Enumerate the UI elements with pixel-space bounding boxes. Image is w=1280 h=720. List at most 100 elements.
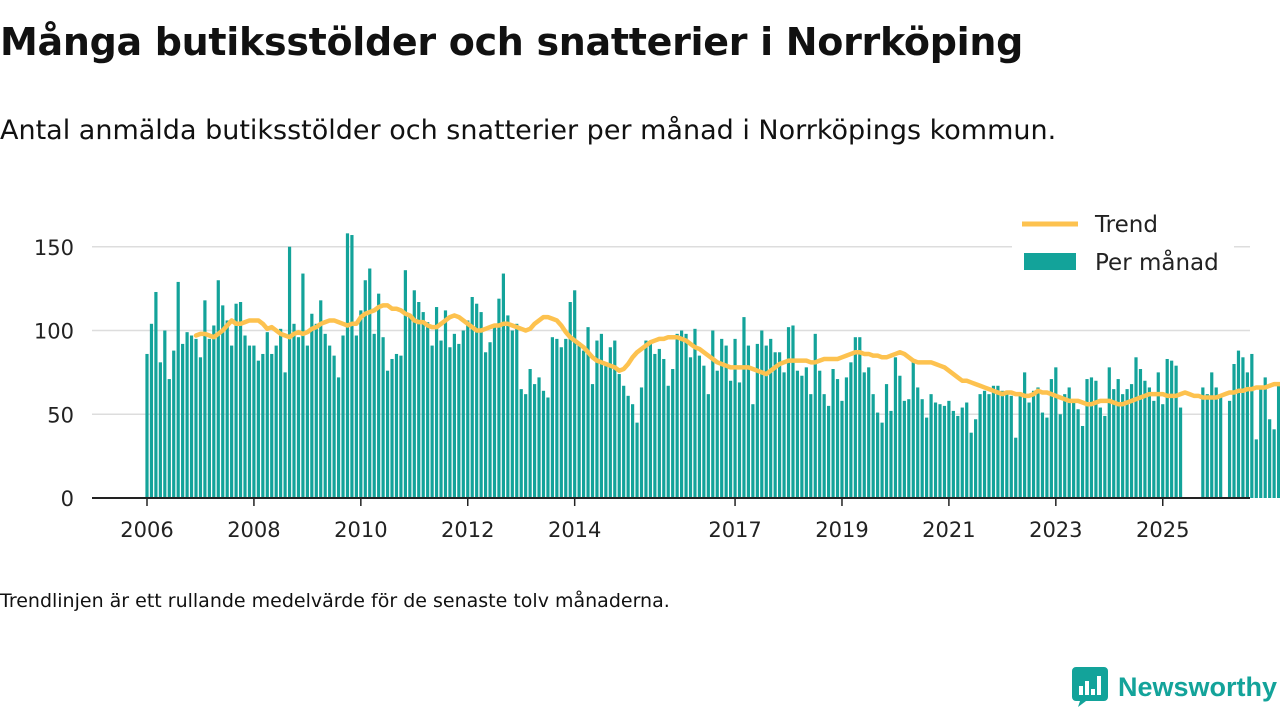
chart-title: Många butiksstölder och snatterier i Nor… xyxy=(0,20,1023,64)
y-tick-label: 100 xyxy=(34,320,74,344)
bar xyxy=(381,337,385,498)
bar xyxy=(194,338,198,499)
bar xyxy=(1276,385,1280,498)
bar xyxy=(840,400,844,498)
bar xyxy=(1165,358,1169,498)
y-tick-label: 50 xyxy=(47,403,74,427)
bar xyxy=(1138,369,1143,498)
bar xyxy=(729,380,733,498)
bar xyxy=(510,330,514,498)
bar xyxy=(163,330,167,498)
bar xyxy=(292,323,296,498)
bar xyxy=(1000,390,1004,498)
bar xyxy=(1054,367,1058,498)
bar xyxy=(238,302,243,498)
bar xyxy=(341,335,345,498)
bar xyxy=(524,394,528,498)
chart-subtitle: Antal anmälda butiksstölder och snatteri… xyxy=(0,115,1057,146)
bar xyxy=(1263,377,1267,498)
bar xyxy=(1085,379,1089,498)
bar xyxy=(648,343,653,498)
bar xyxy=(769,338,773,499)
bar xyxy=(1236,350,1241,498)
bar xyxy=(893,357,898,498)
bar xyxy=(470,297,474,498)
bar xyxy=(693,328,697,498)
bar xyxy=(314,323,318,498)
bar xyxy=(1089,377,1094,498)
bar xyxy=(372,333,376,498)
bar xyxy=(666,385,670,498)
bar xyxy=(1268,419,1272,498)
bar xyxy=(501,273,505,498)
bar xyxy=(680,330,684,498)
bar xyxy=(746,345,751,498)
bar xyxy=(889,410,893,498)
bar xyxy=(328,345,332,498)
legend: Trend Per månad xyxy=(1012,205,1234,285)
bar xyxy=(1112,389,1116,499)
bar xyxy=(488,342,492,498)
bar xyxy=(1219,395,1223,498)
bar xyxy=(751,404,755,498)
bar xyxy=(675,333,679,498)
bar xyxy=(1031,390,1036,498)
bar xyxy=(577,342,581,498)
bar xyxy=(778,352,782,498)
bar xyxy=(443,310,448,498)
bar xyxy=(657,348,661,498)
bar xyxy=(145,353,149,498)
bar xyxy=(1036,387,1040,498)
bar xyxy=(925,417,929,498)
x-tick-label: 2021 xyxy=(922,518,975,542)
bar xyxy=(835,379,840,498)
bar xyxy=(724,345,728,498)
bar xyxy=(332,355,336,499)
bar xyxy=(809,394,813,498)
bar xyxy=(323,333,327,498)
y-axis: 0 50 100 150 xyxy=(34,236,74,511)
bar xyxy=(653,353,657,498)
bar xyxy=(951,410,955,498)
bar xyxy=(519,389,523,499)
bar xyxy=(795,370,800,498)
bar xyxy=(974,419,978,498)
bar xyxy=(720,338,724,499)
bar xyxy=(827,405,831,499)
bar xyxy=(1107,367,1111,498)
y-tick-label: 0 xyxy=(61,487,74,511)
bar xyxy=(715,370,719,498)
bar xyxy=(149,323,154,498)
x-tick-label: 2014 xyxy=(548,518,601,542)
bar xyxy=(1023,372,1027,499)
x-axis: 2006 2008 2010 2012 2014 2017 2019 2021 2023 2025 xyxy=(92,497,1250,542)
bar xyxy=(804,367,808,498)
bar xyxy=(1094,380,1098,498)
bar xyxy=(363,280,367,498)
bar xyxy=(631,404,635,498)
bar xyxy=(933,402,938,498)
bar xyxy=(1103,415,1107,498)
bar xyxy=(537,377,541,498)
bar xyxy=(279,328,283,498)
bar xyxy=(546,397,550,498)
bar xyxy=(595,340,599,498)
bar xyxy=(1134,357,1138,498)
bar xyxy=(528,369,532,498)
bar xyxy=(960,407,964,498)
bar xyxy=(1045,417,1049,498)
bar xyxy=(1009,395,1013,498)
bar xyxy=(1254,439,1258,499)
bar xyxy=(782,372,786,499)
bar xyxy=(185,332,189,498)
bar xyxy=(1129,384,1134,498)
bar xyxy=(564,338,568,499)
bar xyxy=(1005,390,1009,498)
bar xyxy=(541,390,546,498)
bar xyxy=(243,335,247,498)
bar xyxy=(154,291,158,498)
bar xyxy=(867,367,871,498)
bar xyxy=(1058,414,1062,498)
bar xyxy=(452,333,456,498)
bar xyxy=(421,312,425,498)
